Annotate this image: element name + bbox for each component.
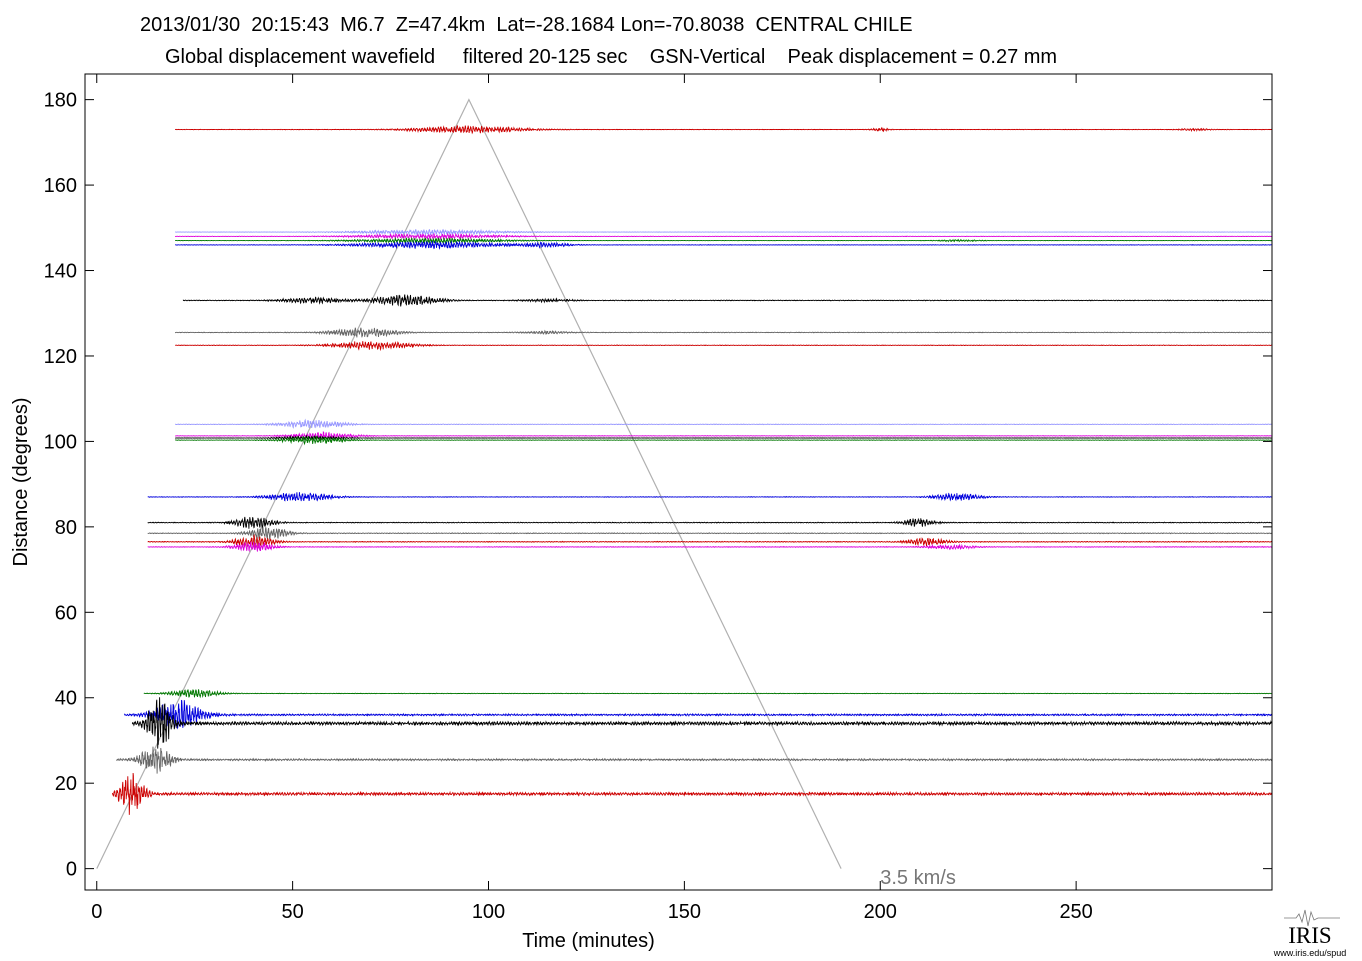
trace-147 <box>175 237 1272 245</box>
reference-line-3-5-kms <box>96 98 842 869</box>
trace-100.3 <box>174 436 1272 446</box>
x-tick-label: 50 <box>282 901 304 923</box>
trace-100.8 <box>174 434 1272 442</box>
trace-125.5 <box>175 327 1272 338</box>
logo-caption: www.iris.edu/spud <box>1273 948 1347 958</box>
y-tick-label: 0 <box>66 859 77 881</box>
y-tick-label: 80 <box>55 517 77 539</box>
trace-104 <box>174 418 1272 429</box>
y-tick-label: 120 <box>44 346 77 368</box>
trace-148 <box>174 232 1272 241</box>
axes-layer: 0 50 100 150 200 250 0 20 40 60 80 100 120 140 160 180 <box>44 73 1273 923</box>
y-tick-label: 160 <box>44 175 77 197</box>
y-tick-label: 20 <box>55 773 77 795</box>
trace-101.3 <box>175 431 1272 441</box>
logo-name: IRIS <box>1288 923 1331 948</box>
velocity-annotation: 3.5 km/s <box>880 867 956 889</box>
x-tick-label: 0 <box>91 901 102 923</box>
plot-frame <box>84 73 1273 891</box>
y-tick-label: 60 <box>55 602 77 624</box>
trace-173 <box>175 124 1272 135</box>
y-tick-label: 140 <box>44 261 77 283</box>
x-tick-label: 100 <box>472 901 505 923</box>
trace-87 <box>147 492 1272 502</box>
trace-78.5 <box>147 525 1273 540</box>
trace-133 <box>182 294 1272 307</box>
chart-title: 2013/01/30 20:15:43 M6.7 Z=47.4km Lat=-2… <box>140 14 913 36</box>
trace-34 <box>131 697 1273 749</box>
logo-seismogram-icon <box>1284 909 1340 927</box>
x-axis-label: Time (minutes) <box>522 930 655 952</box>
y-tick-label: 100 <box>44 431 77 453</box>
x-tick-label: 200 <box>864 901 897 923</box>
y-tick-label: 40 <box>55 688 77 710</box>
iris-logo: IRIS www.iris.edu/spud <box>1273 909 1347 958</box>
y-axis-label: Distance (degrees) <box>10 398 32 567</box>
y-tick-label: 180 <box>44 90 77 112</box>
trace-122.5 <box>175 341 1272 352</box>
trace-25.5 <box>116 746 1273 774</box>
trace-41 <box>143 689 1272 699</box>
trace-149 <box>174 228 1272 237</box>
chart-subtitle: Global displacement wavefield filtered 2… <box>165 46 1058 68</box>
trace-75.3 <box>147 541 1272 553</box>
x-tick-label: 250 <box>1059 901 1092 923</box>
trace-17.5 <box>111 772 1273 815</box>
reference-line-layer <box>96 98 842 869</box>
x-tick-label: 150 <box>668 901 701 923</box>
traces-layer <box>111 124 1273 815</box>
trace-76.5 <box>147 533 1273 549</box>
trace-81 <box>147 516 1272 530</box>
trace-146 <box>175 240 1272 250</box>
trace-36 <box>123 699 1273 730</box>
